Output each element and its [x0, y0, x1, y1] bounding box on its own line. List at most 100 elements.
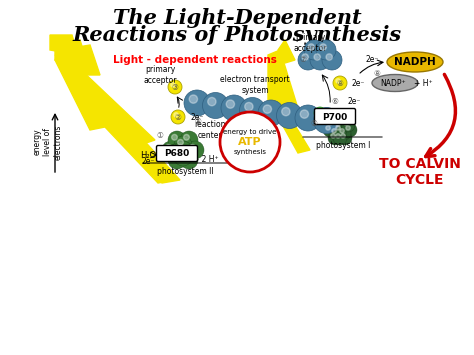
Text: P680: P680 — [164, 149, 190, 158]
Circle shape — [180, 151, 198, 169]
Ellipse shape — [372, 75, 418, 92]
Circle shape — [202, 93, 228, 119]
Circle shape — [320, 44, 327, 50]
Circle shape — [208, 97, 216, 106]
Text: 2e⁻: 2e⁻ — [191, 113, 204, 121]
Circle shape — [326, 54, 332, 60]
Polygon shape — [278, 40, 295, 63]
Circle shape — [322, 50, 342, 70]
Text: ②: ② — [174, 113, 182, 121]
Circle shape — [308, 44, 314, 50]
Polygon shape — [55, 55, 180, 183]
Ellipse shape — [387, 52, 443, 72]
Circle shape — [336, 79, 340, 83]
Circle shape — [341, 118, 345, 122]
Text: P700: P700 — [322, 113, 347, 121]
Text: electron transport
system: electron transport system — [220, 75, 290, 95]
Circle shape — [302, 54, 309, 60]
Circle shape — [172, 135, 177, 140]
Circle shape — [239, 98, 265, 124]
Circle shape — [245, 103, 253, 111]
FancyBboxPatch shape — [156, 146, 198, 162]
Text: 2e⁻: 2e⁻ — [348, 97, 361, 105]
Text: ⑧: ⑧ — [337, 78, 344, 87]
Circle shape — [276, 103, 302, 129]
Circle shape — [173, 146, 178, 152]
Circle shape — [168, 80, 182, 94]
Circle shape — [328, 131, 342, 145]
Text: Reactions of Photosynthesis: Reactions of Photosynthesis — [73, 25, 401, 45]
Circle shape — [298, 50, 318, 70]
Circle shape — [174, 141, 192, 159]
Text: primary
acceptor: primary acceptor — [293, 33, 327, 53]
Text: NADP⁺: NADP⁺ — [380, 78, 406, 87]
Circle shape — [171, 83, 175, 87]
Circle shape — [178, 152, 183, 157]
Text: reaction
center: reaction center — [194, 120, 226, 140]
Text: H₂O: H₂O — [140, 151, 156, 159]
Circle shape — [319, 113, 327, 121]
Circle shape — [190, 144, 195, 150]
Text: Light - dependent reactions: Light - dependent reactions — [113, 55, 277, 65]
Circle shape — [221, 95, 247, 121]
Circle shape — [325, 118, 339, 132]
Text: The Light-Dependent: The Light-Dependent — [113, 8, 361, 28]
FancyBboxPatch shape — [315, 109, 356, 125]
Text: 2e⁻: 2e⁻ — [141, 157, 155, 165]
Circle shape — [346, 126, 350, 130]
Circle shape — [316, 40, 336, 60]
Text: NADPH: NADPH — [394, 57, 436, 67]
Circle shape — [343, 123, 357, 137]
Circle shape — [314, 107, 326, 119]
Circle shape — [333, 76, 347, 90]
Text: energy
level of
electrons: energy level of electrons — [33, 124, 63, 160]
Circle shape — [168, 151, 186, 169]
Circle shape — [326, 126, 330, 130]
Circle shape — [300, 110, 309, 118]
Circle shape — [344, 121, 348, 125]
Circle shape — [341, 134, 345, 138]
Circle shape — [162, 141, 180, 159]
Circle shape — [171, 110, 185, 124]
Circle shape — [169, 143, 187, 161]
Text: ⑤: ⑤ — [310, 119, 318, 127]
Circle shape — [336, 126, 340, 130]
Circle shape — [328, 121, 332, 125]
Circle shape — [282, 108, 290, 116]
Circle shape — [174, 148, 192, 166]
Text: ⑥: ⑥ — [331, 97, 338, 105]
Circle shape — [310, 50, 330, 70]
Circle shape — [329, 126, 343, 140]
Circle shape — [165, 144, 172, 150]
Text: energy to drive: energy to drive — [223, 129, 277, 135]
Circle shape — [179, 143, 197, 161]
Circle shape — [331, 118, 335, 122]
Circle shape — [178, 144, 183, 150]
Circle shape — [338, 131, 352, 145]
Text: synthesis: synthesis — [234, 149, 266, 155]
Polygon shape — [268, 50, 310, 153]
Circle shape — [226, 100, 235, 108]
Circle shape — [258, 100, 284, 126]
FancyArrowPatch shape — [426, 75, 456, 157]
Circle shape — [332, 129, 336, 133]
Circle shape — [186, 141, 204, 159]
Circle shape — [220, 112, 280, 172]
Circle shape — [178, 140, 183, 145]
Circle shape — [333, 123, 347, 137]
Text: ½O₂ + 2 H⁺: ½O₂ + 2 H⁺ — [173, 154, 219, 164]
Text: TO CALVIN
CYCLE: TO CALVIN CYCLE — [379, 157, 461, 187]
Circle shape — [180, 131, 198, 149]
Text: ①: ① — [156, 131, 164, 140]
Circle shape — [333, 119, 347, 133]
Circle shape — [323, 123, 337, 137]
Text: photosystem I: photosystem I — [316, 141, 370, 150]
Text: ⑧: ⑧ — [374, 69, 381, 77]
Circle shape — [340, 129, 344, 133]
Polygon shape — [50, 35, 78, 55]
Text: photosystem II: photosystem II — [157, 167, 213, 176]
Circle shape — [182, 146, 188, 152]
Circle shape — [317, 109, 320, 113]
Circle shape — [174, 136, 192, 154]
Polygon shape — [55, 50, 175, 183]
